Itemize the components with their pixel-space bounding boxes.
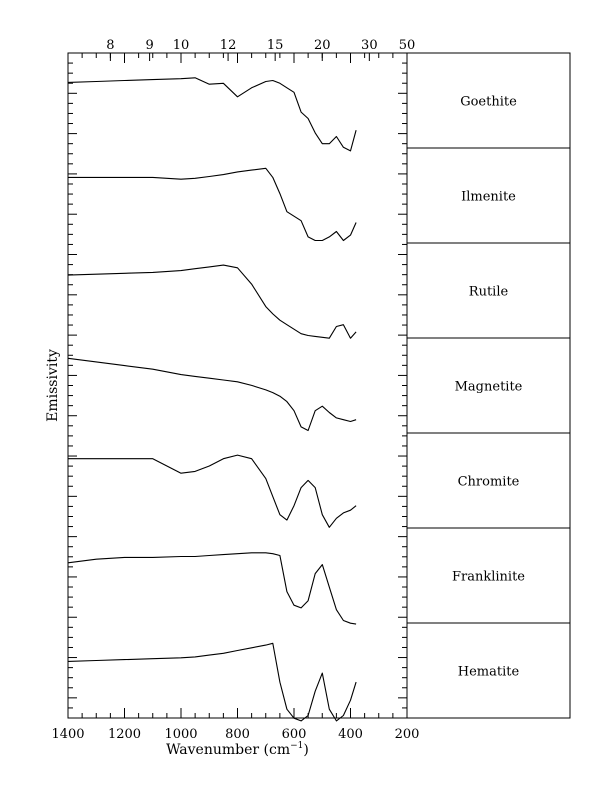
top-tick-label: 10: [173, 38, 190, 53]
plot-area: [67, 77, 357, 722]
series-label-franklinite: Franklinite: [452, 570, 525, 585]
series-line-rutile: [67, 264, 357, 339]
x-tick-label: 1000: [164, 727, 197, 742]
x-tick-label: 800: [225, 727, 250, 742]
label-panel: Goethite Ilmenite Rutile Magnetite Chromite F…: [406, 52, 571, 719]
top-tick-label: 9: [145, 38, 153, 53]
top-tick-label: 12: [220, 38, 237, 53]
axes: 1400 1200 1000 800 600 400 200 8 9 10 12 15 20 30 50 Wa…: [45, 38, 419, 758]
series-label-magnetite: Magnetite: [455, 380, 523, 395]
series-line-ilmenite: [68, 167, 357, 242]
series-label-rutile: Rutile: [469, 285, 509, 300]
series-line-goethite: [67, 77, 357, 152]
top-tick-label: 8: [106, 38, 114, 53]
top-tick-label: 15: [267, 38, 284, 53]
x-tick-label: 1400: [51, 727, 84, 742]
top-tick-label: 20: [314, 38, 331, 53]
x-tick-label: 1200: [108, 727, 141, 742]
series-label-ilmenite: Ilmenite: [461, 190, 516, 205]
top-tick-label: 50: [399, 38, 416, 53]
series-line-chromite: [68, 454, 357, 528]
series-line-hematite: [67, 642, 357, 722]
y-axis-label: Emissivity: [45, 349, 61, 422]
x-tick-label: 600: [282, 727, 307, 742]
top-tick-label: 30: [361, 38, 378, 53]
series-label-chromite: Chromite: [458, 475, 520, 490]
x-tick-label: 400: [338, 727, 363, 742]
plot-frame: [67, 52, 408, 719]
series-label-hematite: Hematite: [458, 665, 520, 680]
x-tick-label: 200: [395, 727, 420, 742]
x-axis-label: Wavenumber (cm−1): [166, 741, 309, 758]
series-line-magnetite: [67, 357, 357, 432]
series-label-goethite: Goethite: [460, 95, 517, 110]
series-line-franklinite: [67, 552, 357, 625]
